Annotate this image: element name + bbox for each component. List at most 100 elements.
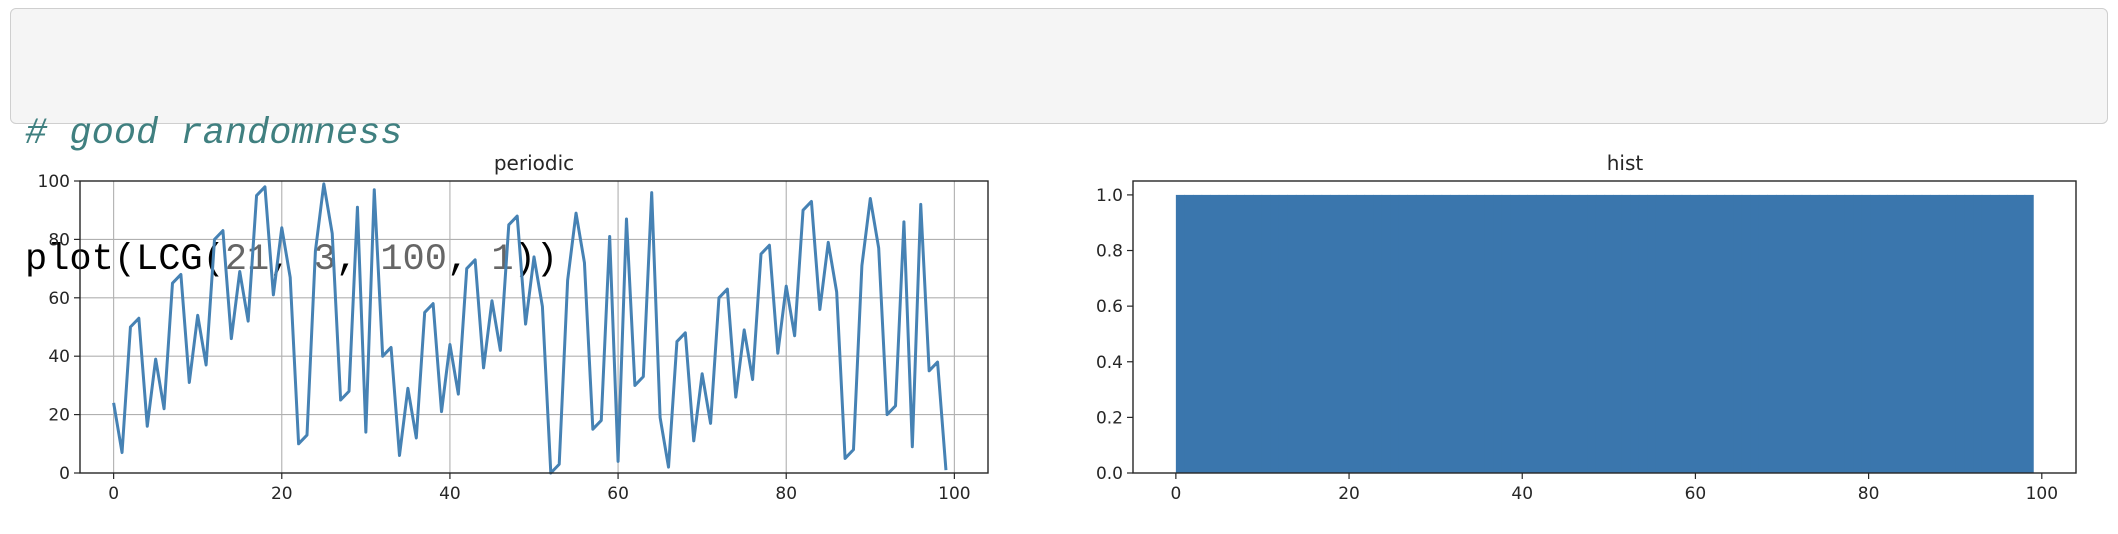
histogram-bar [1827,194,1837,473]
axis-ticks: 0 20 40 60 80 100 0 20 40 60 80 100 [38,172,971,504]
histogram-bar [1295,194,1306,473]
histogram-bar [1278,194,1288,473]
x-tick-label: 20 [1338,484,1360,504]
histogram-bar [2015,194,2026,473]
histogram-bars [1175,194,2034,473]
histogram-bar [1784,194,1794,473]
histogram-bar [1578,194,1588,473]
histogram-bar [1724,194,1734,473]
histogram-bar [1835,194,1846,473]
y-tick-label: 1.0 [1096,186,1123,206]
histogram-bar [1338,194,1348,473]
histogram-bar [1518,194,1528,473]
code-arg-a: 21 [224,239,270,281]
x-tick-label: 60 [607,484,629,504]
histogram-bar [2007,194,2017,473]
y-tick-label: 0 [59,464,70,484]
histogram-bar [1193,194,1203,473]
histogram-bar [1673,194,1683,473]
histogram-bar [1964,194,1974,473]
histogram-bar [1235,194,1246,473]
histogram-bar [1638,194,1648,473]
histogram-bar [1407,194,1417,473]
histogram-bar [1201,194,1211,473]
histogram-bar [1287,194,1297,473]
x-tick-label: 0 [1170,484,1181,504]
chart-series [112,182,948,475]
histogram-bar [1484,194,1494,473]
histogram-bar [1947,194,1957,473]
histogram-bar [1998,194,2009,473]
histogram-bar [1390,194,1400,473]
histogram-bar [1733,194,1743,473]
y-tick-label: 0.8 [1096,242,1123,262]
histogram-bar [1364,194,1374,473]
histogram-bar [1175,194,1186,473]
histogram-bar [1930,194,1940,473]
code-fn-open: plot(LCG( [25,239,225,281]
y-tick-label: 60 [48,289,70,309]
histogram-bar [1570,194,1580,473]
histogram-bar [1801,194,1811,473]
histogram-bar [1475,194,1486,473]
histogram-bar [1321,194,1331,473]
code-sep: , [446,239,492,281]
histogram-bar [1544,194,1554,473]
histogram-bar [1561,194,1571,473]
code-arg-b: 3 [313,239,336,281]
plot-frame [79,180,989,474]
histogram-bar [1904,194,1914,473]
histogram-bar [1647,194,1657,473]
histogram-bar [1184,194,1194,473]
histogram-bar [1793,194,1803,473]
histogram-bar [1818,194,1828,473]
histogram-bar [1587,194,1597,473]
histogram-bar [1210,194,1220,473]
histogram-bar [1613,194,1623,473]
histogram-bar [1810,194,1820,473]
histogram-bar [1415,194,1426,473]
x-tick-label: 80 [775,484,797,504]
histogram-bar [1253,194,1263,473]
histogram-bar [1913,194,1923,473]
x-tick-label: 100 [2026,484,2058,504]
x-tick-label: 80 [1858,484,1880,504]
histogram-bar [1750,194,1760,473]
axis-ticks: 0 20 40 60 80 100 0.0 0.2 0.4 0.6 0.8 1.0 [1096,186,2058,504]
histogram-bar [1981,194,1991,473]
histogram-bar [1887,194,1897,473]
histogram-bar [1844,194,1854,473]
x-tick-label: 40 [1511,484,1533,504]
histogram-bar [1895,194,1906,473]
histogram-bar [1955,194,1966,473]
series-line [112,182,948,475]
histogram-bar [1304,194,1314,473]
histogram-bar [1458,194,1468,473]
y-tick-label: 100 [38,172,70,192]
hist-bar-chart: hist 0 20 40 60 80 100 0.0 0.2 0.4 0.6 0.8 1.0 [1096,151,2077,504]
y-tick-label: 0.2 [1096,408,1123,428]
x-tick-label: 60 [1685,484,1707,504]
periodic-line-chart: periodic 0 20 40 60 80 100 0 20 40 60 80 100 [38,151,989,504]
y-tick-label: 0.6 [1096,297,1123,317]
histogram-bar [1381,194,1391,473]
histogram-bar [1527,194,1537,473]
histogram-bar [1467,194,1477,473]
histogram-bar [1261,194,1271,473]
histogram-bar [1510,194,1520,473]
code-cell[interactable]: # good randomness plot(LCG(21, 3, 100, 1… [10,8,2108,281]
code-comment: # good randomness [25,113,403,155]
histogram-bar [1775,194,1786,473]
code-arg-m: 100 [380,239,447,281]
x-tick-label: 100 [938,484,970,504]
chart-title: hist [1607,151,1644,175]
histogram-bar [1758,194,1768,473]
x-tick-label: 20 [271,484,293,504]
histogram-bar [1398,194,1408,473]
histogram-bar [1861,194,1871,473]
code-comment-line: # good randomness [25,113,2107,155]
histogram-bar [1347,194,1357,473]
histogram-bar [1450,194,1460,473]
histogram-bar [1595,194,1606,473]
histogram-bar [1373,194,1383,473]
